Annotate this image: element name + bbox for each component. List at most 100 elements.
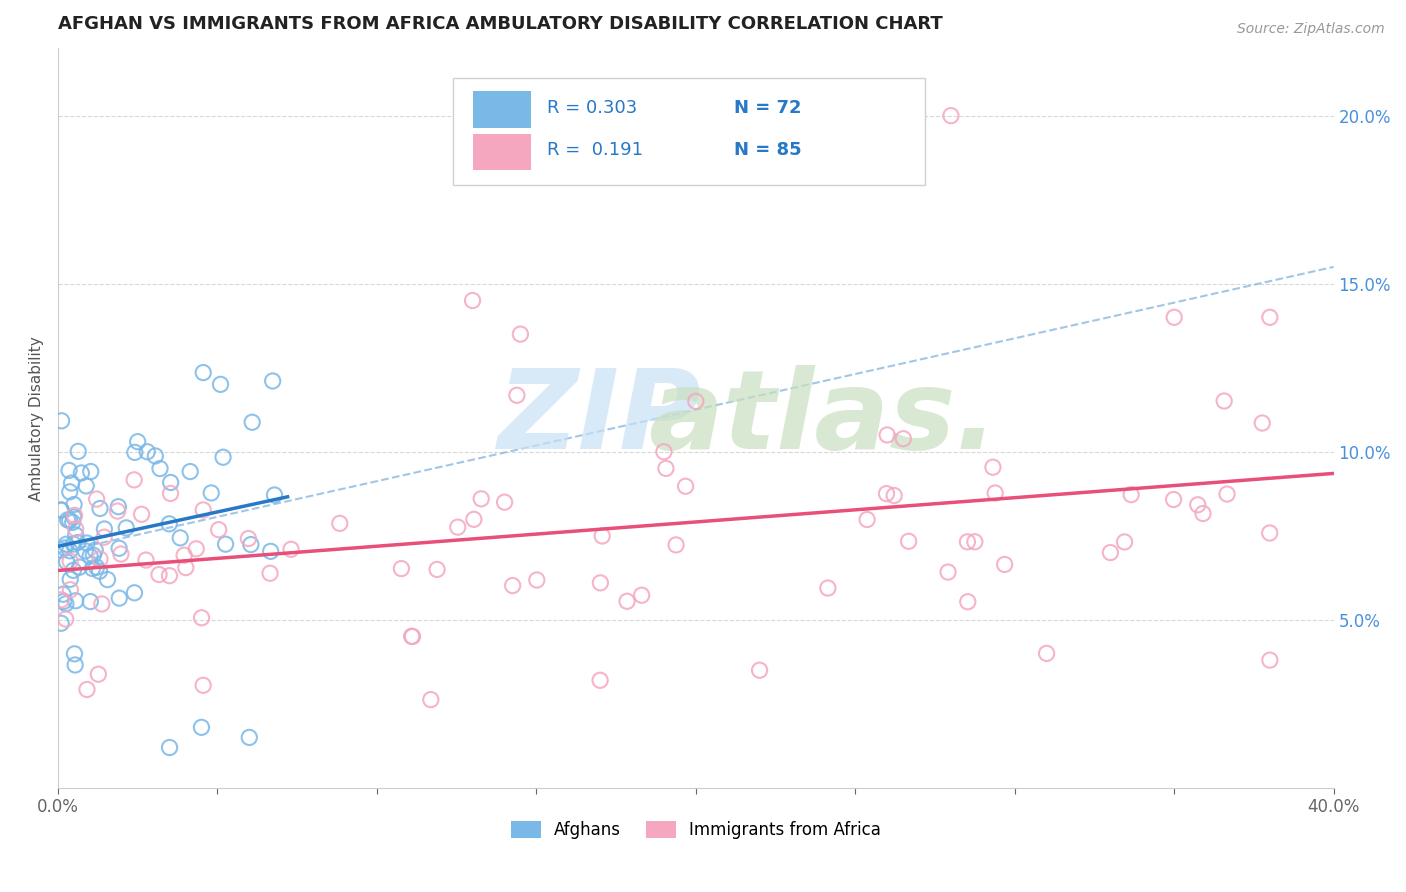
Point bbox=[63, 508, 86, 523]
Point bbox=[107, 504, 129, 518]
Point bbox=[1258, 526, 1281, 541]
Point bbox=[262, 374, 284, 388]
Point bbox=[1099, 545, 1122, 559]
Point bbox=[59, 554, 82, 568]
Point bbox=[49, 543, 72, 558]
Point bbox=[110, 547, 132, 561]
Point bbox=[876, 428, 898, 442]
Point bbox=[65, 593, 87, 607]
Point bbox=[65, 528, 87, 542]
Point bbox=[108, 541, 131, 556]
Point bbox=[173, 548, 195, 562]
Point bbox=[506, 388, 529, 402]
Point bbox=[260, 544, 283, 558]
Point bbox=[209, 377, 232, 392]
Point bbox=[148, 567, 170, 582]
FancyBboxPatch shape bbox=[472, 134, 531, 170]
Point bbox=[883, 489, 905, 503]
Point bbox=[1035, 647, 1057, 661]
Point bbox=[52, 594, 75, 608]
Point bbox=[131, 508, 153, 522]
Point bbox=[263, 488, 285, 502]
Point bbox=[214, 537, 236, 551]
Point bbox=[51, 414, 73, 428]
Point bbox=[876, 486, 898, 500]
Point bbox=[79, 594, 101, 608]
Point bbox=[956, 595, 979, 609]
Point bbox=[124, 586, 146, 600]
Point bbox=[58, 463, 80, 477]
Point bbox=[897, 534, 920, 549]
Point bbox=[655, 461, 678, 475]
Text: ZIP: ZIP bbox=[498, 365, 702, 472]
Y-axis label: Ambulatory Disability: Ambulatory Disability bbox=[30, 335, 44, 500]
Point bbox=[238, 532, 260, 546]
Point bbox=[59, 572, 82, 586]
Point bbox=[1258, 310, 1281, 325]
Point bbox=[616, 594, 638, 608]
Point bbox=[817, 581, 839, 595]
Point bbox=[76, 682, 98, 697]
Point bbox=[159, 568, 181, 582]
Point bbox=[115, 521, 138, 535]
Point bbox=[329, 516, 352, 531]
Point bbox=[157, 516, 180, 531]
Point bbox=[174, 560, 197, 574]
Point bbox=[936, 565, 959, 579]
Text: Source: ZipAtlas.com: Source: ZipAtlas.com bbox=[1237, 22, 1385, 37]
Point bbox=[191, 678, 214, 692]
Point bbox=[49, 503, 72, 517]
Point bbox=[494, 495, 516, 509]
Point bbox=[65, 522, 87, 536]
FancyBboxPatch shape bbox=[453, 78, 925, 186]
Point bbox=[589, 575, 612, 590]
Point bbox=[63, 657, 86, 672]
Point bbox=[1187, 498, 1209, 512]
Point bbox=[193, 503, 215, 517]
Point bbox=[93, 522, 115, 536]
Point bbox=[49, 616, 72, 631]
Point bbox=[143, 449, 166, 463]
Point bbox=[70, 466, 93, 480]
Point bbox=[502, 579, 524, 593]
Point bbox=[238, 731, 260, 745]
Point bbox=[984, 486, 1007, 500]
Point bbox=[75, 544, 97, 558]
Point bbox=[509, 327, 531, 342]
Point bbox=[63, 647, 86, 661]
Point bbox=[135, 553, 157, 567]
Point bbox=[96, 573, 118, 587]
Point bbox=[55, 555, 77, 569]
Point bbox=[62, 510, 84, 524]
Point bbox=[84, 543, 107, 558]
Point bbox=[82, 561, 104, 575]
Point bbox=[86, 492, 108, 507]
Point bbox=[60, 476, 83, 491]
Point bbox=[1192, 507, 1215, 521]
Point bbox=[963, 534, 986, 549]
Point bbox=[62, 516, 84, 530]
Point bbox=[159, 486, 181, 500]
Point bbox=[62, 537, 84, 551]
Point bbox=[1216, 487, 1239, 501]
Point bbox=[87, 667, 110, 681]
Point bbox=[1258, 653, 1281, 667]
Point bbox=[389, 561, 412, 575]
Point bbox=[463, 512, 485, 526]
Point bbox=[136, 444, 159, 458]
Point bbox=[591, 529, 613, 543]
Point bbox=[685, 394, 707, 409]
Point bbox=[1163, 492, 1185, 507]
Point bbox=[80, 465, 103, 479]
Text: R =  0.191: R = 0.191 bbox=[547, 142, 643, 160]
Point bbox=[994, 558, 1017, 572]
Point bbox=[470, 491, 492, 506]
Point bbox=[69, 560, 91, 574]
Point bbox=[66, 535, 89, 549]
Point bbox=[55, 537, 77, 551]
Text: atlas.: atlas. bbox=[648, 365, 998, 472]
Point bbox=[1213, 394, 1236, 409]
Point bbox=[86, 560, 108, 574]
Point bbox=[55, 597, 77, 611]
Legend: Afghans, Immigrants from Africa: Afghans, Immigrants from Africa bbox=[503, 814, 887, 846]
